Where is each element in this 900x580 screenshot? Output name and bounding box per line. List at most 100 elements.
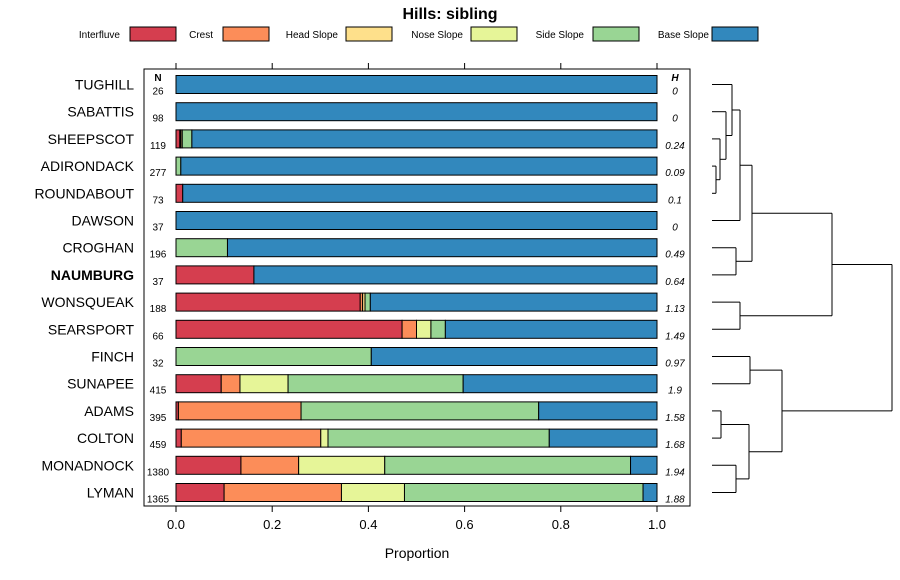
chart-title: Hills: sibling bbox=[402, 6, 497, 23]
plot-frame bbox=[143, 68, 691, 507]
bar-segment bbox=[177, 401, 302, 421]
legend-swatch bbox=[129, 26, 177, 42]
bar-segment bbox=[416, 319, 432, 339]
category-label: ADAMS bbox=[84, 403, 134, 419]
bar-segment bbox=[175, 211, 658, 230]
bar-segment bbox=[181, 129, 193, 149]
h-value: 0.1 bbox=[668, 195, 682, 206]
n-value: 32 bbox=[152, 359, 164, 370]
h-value: 1.13 bbox=[665, 304, 685, 315]
category-row: MONADNOCK 1380 1.94 bbox=[41, 455, 685, 478]
h-value: 0.24 bbox=[665, 141, 685, 152]
bar-segment bbox=[175, 428, 182, 448]
bar-segment bbox=[364, 292, 371, 312]
category-row: WONSQUEAK 188 1.13 bbox=[41, 292, 685, 315]
bar-segment bbox=[175, 156, 182, 176]
n-value: 459 bbox=[150, 440, 167, 451]
bar-segment bbox=[630, 455, 658, 475]
bar-segment bbox=[180, 428, 322, 448]
bar-segment bbox=[430, 319, 446, 339]
h-column-header: H bbox=[671, 73, 679, 84]
bar-segment bbox=[369, 292, 658, 312]
bar-segment bbox=[298, 455, 386, 475]
bar-segment bbox=[191, 129, 658, 149]
category-row: TUGHILL 26 0 bbox=[75, 75, 678, 98]
category-label: LYMAN bbox=[87, 485, 134, 501]
legend-label: Nose Slope bbox=[411, 30, 463, 41]
h-value: 1.58 bbox=[665, 413, 685, 424]
bar-segment bbox=[180, 156, 658, 176]
n-value: 98 bbox=[152, 114, 164, 125]
bar-segment bbox=[538, 401, 658, 421]
n-value: 277 bbox=[150, 168, 167, 179]
h-value: 1.9 bbox=[668, 386, 682, 397]
category-label: ROUNDABOUT bbox=[34, 185, 134, 201]
x-tick-label: 0.8 bbox=[552, 517, 570, 532]
x-tick-label: 1.0 bbox=[648, 517, 666, 532]
bar-segment bbox=[327, 428, 550, 448]
n-value: 119 bbox=[150, 141, 166, 152]
category-label: ADIRONDACK bbox=[41, 158, 135, 174]
category-row: DAWSON 37 0 bbox=[72, 211, 678, 234]
bar-segment bbox=[175, 292, 361, 312]
x-axis: 0.0 0.2 0.4 0.6 0.8 1.0 bbox=[167, 63, 666, 532]
category-row: SUNAPEE 415 1.9 bbox=[67, 374, 682, 397]
bar-segment bbox=[175, 75, 658, 94]
legend-swatch bbox=[222, 26, 270, 42]
category-row: LYMAN 1365 1.88 bbox=[87, 483, 685, 506]
h-value: 1.88 bbox=[665, 495, 685, 506]
h-value: 0 bbox=[672, 114, 678, 125]
bar-segment bbox=[548, 428, 658, 448]
category-row: ADAMS 395 1.58 bbox=[84, 401, 685, 424]
n-value: 188 bbox=[150, 304, 167, 315]
n-value: 26 bbox=[152, 87, 164, 98]
dendrogram bbox=[712, 84, 893, 493]
h-value: 1.94 bbox=[665, 467, 685, 478]
category-label: SABATTIS bbox=[67, 104, 134, 120]
bar-segment bbox=[462, 374, 658, 394]
legend-label: Side Slope bbox=[536, 30, 585, 41]
bar-segment bbox=[175, 265, 255, 285]
legend-label: Crest bbox=[189, 30, 213, 41]
category-row: SEARSPORT 66 1.49 bbox=[48, 319, 685, 342]
n-value: 196 bbox=[150, 250, 167, 261]
bar-segment bbox=[175, 129, 181, 149]
category-label: DAWSON bbox=[72, 213, 134, 229]
bar-segment bbox=[175, 319, 403, 339]
category-row: SABATTIS 98 0 bbox=[67, 102, 678, 125]
bar-segment bbox=[239, 374, 289, 394]
bar-segment bbox=[384, 455, 632, 475]
bar-segment bbox=[320, 428, 329, 448]
bar-segment bbox=[182, 183, 658, 203]
category-row: SHEEPSCOT 119 0.24 bbox=[48, 129, 685, 152]
category-label: SUNAPEE bbox=[67, 376, 134, 392]
legend: Interfluve Crest Head Slope Nose Slope Side … bbox=[79, 26, 759, 42]
bar-segment bbox=[300, 401, 540, 421]
n-value: 37 bbox=[152, 277, 164, 288]
bar-rows: TUGHILL 26 0 SABATTIS 98 0 SHEEPSCOT 119 0.24 ADI… bbox=[34, 75, 685, 506]
n-value: 37 bbox=[152, 223, 164, 234]
bar-segment bbox=[175, 374, 222, 394]
category-label: CROGHAN bbox=[62, 240, 134, 256]
bar-segment bbox=[253, 265, 658, 285]
n-value: 1380 bbox=[147, 467, 170, 478]
category-label: TUGHILL bbox=[75, 77, 134, 93]
legend-swatch bbox=[470, 26, 518, 42]
bar-segment bbox=[370, 347, 658, 366]
category-label: NAUMBURG bbox=[51, 267, 134, 283]
n-value: 395 bbox=[150, 413, 167, 424]
bar-segment bbox=[175, 183, 184, 203]
h-value: 0.49 bbox=[665, 250, 685, 261]
legend-label: Base Slope bbox=[658, 30, 710, 41]
x-tick-label: 0.6 bbox=[456, 517, 474, 532]
legend-label: Head Slope bbox=[286, 30, 339, 41]
bar-segment bbox=[175, 238, 228, 258]
x-tick-label: 0.2 bbox=[263, 517, 281, 532]
h-value: 0.09 bbox=[665, 168, 685, 179]
bar-segment bbox=[226, 238, 658, 258]
n-value: 73 bbox=[152, 195, 164, 206]
legend-swatch bbox=[592, 26, 640, 42]
category-label: FINCH bbox=[91, 349, 134, 365]
